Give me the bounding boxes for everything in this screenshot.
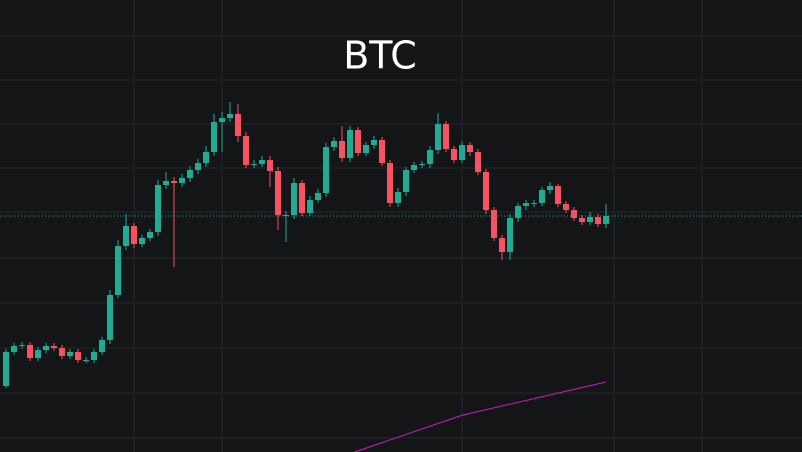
candle-body	[27, 345, 33, 358]
candle-body	[107, 295, 113, 340]
candle-body	[259, 160, 265, 164]
candle-body	[35, 350, 41, 358]
candle-body	[307, 200, 313, 213]
candle-body	[547, 186, 553, 190]
candle-body	[171, 181, 177, 183]
candle-body	[331, 141, 337, 147]
candle-body	[595, 217, 601, 224]
candle-body	[195, 163, 201, 170]
candle-body	[51, 346, 57, 348]
candle-body	[315, 193, 321, 200]
candle-body	[603, 216, 609, 224]
candle-body	[275, 171, 281, 215]
candle-body	[147, 232, 153, 238]
candle-body	[451, 149, 457, 160]
candle-body	[19, 345, 25, 346]
candle-body	[571, 210, 577, 218]
candle-body	[291, 183, 297, 215]
candle-body	[371, 140, 377, 145]
candle-body	[411, 165, 417, 170]
candle-body	[187, 170, 193, 178]
candle-body	[443, 124, 449, 149]
candle-body	[211, 122, 217, 152]
candle-body	[515, 206, 521, 218]
candle-body	[99, 340, 105, 352]
candle-body	[379, 140, 385, 163]
candle-body	[155, 185, 161, 232]
candle-body	[459, 145, 465, 160]
candle-body	[555, 186, 561, 204]
candle-body	[75, 352, 81, 360]
candle-body	[427, 150, 433, 164]
indicator-line	[354, 381, 607, 452]
candle-body	[219, 118, 225, 122]
candle-body	[227, 114, 233, 118]
candle-body	[507, 218, 513, 252]
candle-body	[43, 346, 49, 350]
candle-body	[419, 164, 425, 165]
candle-body	[587, 217, 593, 222]
candle-body	[299, 183, 305, 213]
candle-body	[531, 203, 537, 204]
candle-body	[59, 348, 65, 356]
candle-body	[139, 238, 145, 244]
candle-body	[3, 352, 9, 386]
candle-body	[179, 178, 185, 183]
candle-body	[11, 346, 17, 352]
candle-body	[483, 172, 489, 210]
candle-body	[467, 145, 473, 152]
candle-body	[339, 141, 345, 158]
candle-body	[475, 152, 481, 172]
candle-body	[323, 147, 329, 193]
candle-body	[579, 218, 585, 222]
candle-body	[563, 204, 569, 210]
candle-body	[243, 136, 249, 165]
candle-body	[67, 352, 73, 356]
candle-body	[403, 170, 409, 192]
candle-body	[123, 226, 129, 246]
candle-body	[491, 210, 497, 238]
candle-body	[91, 352, 97, 360]
candle-body	[203, 152, 209, 163]
candle-body	[251, 164, 257, 165]
candle-body	[355, 130, 361, 153]
candle-body	[387, 163, 393, 203]
plot	[0, 102, 802, 452]
candle-body	[235, 114, 241, 136]
candle-body	[539, 190, 545, 203]
candle-body	[435, 124, 441, 150]
candle-body	[131, 226, 137, 244]
candle-body	[115, 246, 121, 295]
candle-body	[83, 360, 89, 361]
candle-body	[523, 203, 529, 206]
candle-body	[363, 145, 369, 153]
candle-body	[163, 181, 169, 185]
chart-title: BTC	[343, 34, 417, 78]
candle-body	[267, 160, 273, 171]
candle-body	[499, 238, 505, 252]
candle-body	[395, 192, 401, 203]
candle-body	[347, 130, 353, 158]
